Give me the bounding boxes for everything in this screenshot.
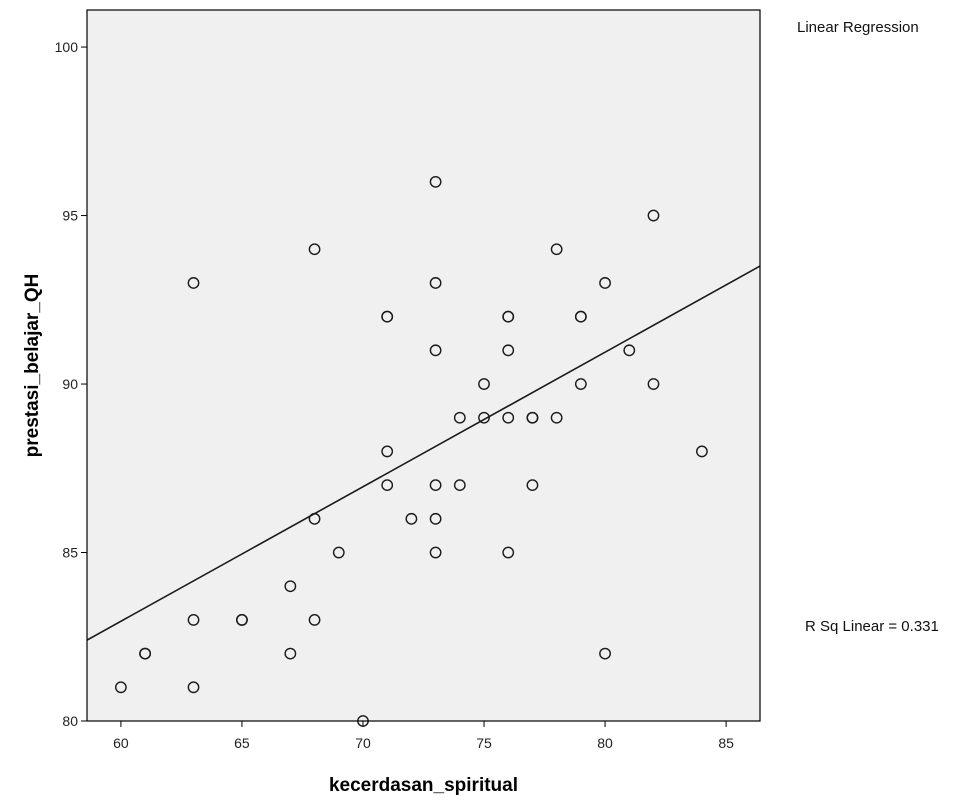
fit-method-label: Linear Regression	[797, 19, 919, 36]
data-point	[284, 580, 297, 593]
data-point	[574, 310, 587, 323]
data-point	[502, 411, 515, 424]
x-tick-label: 60	[113, 735, 129, 751]
x-axis-title: kecerdasan_spiritual	[329, 775, 518, 796]
data-point	[695, 445, 708, 458]
data-point	[599, 277, 611, 289]
data-point	[478, 411, 490, 424]
data-point	[647, 378, 660, 390]
data-point	[453, 479, 466, 492]
y-tick-label: 80	[62, 713, 78, 729]
data-point	[502, 310, 515, 323]
data-point	[284, 647, 297, 660]
data-point	[429, 512, 442, 525]
axis-ticks: 60 65 70 75 80 85 80 85 90 95 100	[55, 39, 734, 751]
data-point	[526, 411, 539, 424]
y-tick-label: 100	[55, 39, 79, 55]
data-point	[526, 479, 539, 492]
data-point	[429, 479, 442, 492]
data-point	[623, 344, 636, 357]
data-point	[332, 546, 345, 559]
data-point	[139, 647, 152, 660]
plot-area	[87, 10, 760, 721]
x-tick-label: 85	[718, 735, 734, 751]
data-point	[429, 344, 442, 357]
data-point	[453, 411, 466, 424]
data-point	[502, 546, 515, 559]
data-point	[187, 681, 200, 694]
x-tick-label: 70	[355, 735, 371, 751]
data-point	[599, 647, 611, 660]
r-squared-label: R Sq Linear = 0.331	[805, 618, 939, 635]
data-point	[187, 277, 200, 289]
data-point	[429, 175, 442, 188]
data-point	[308, 614, 321, 626]
data-point	[429, 277, 442, 289]
x-tick-label: 80	[597, 735, 613, 751]
data-point	[429, 546, 442, 559]
data-point	[187, 614, 200, 626]
data-point	[405, 512, 418, 525]
data-point	[381, 479, 394, 492]
data-point	[381, 445, 394, 458]
data-point	[236, 614, 248, 626]
y-tick-label: 90	[62, 376, 78, 392]
data-point	[647, 209, 660, 222]
regression-line	[86, 265, 761, 641]
y-tick-label: 95	[62, 208, 78, 224]
data-point	[550, 243, 563, 256]
x-tick-label: 75	[476, 735, 492, 751]
y-axis-title: prestasi_belajar_QH	[22, 274, 43, 458]
y-tick-label: 85	[62, 545, 78, 561]
data-point	[550, 411, 563, 424]
x-tick-label: 65	[234, 735, 250, 751]
data-point	[114, 681, 127, 694]
data-point	[381, 310, 394, 323]
data-point	[478, 378, 490, 390]
plot-frame	[86, 9, 761, 722]
data-point	[502, 344, 515, 357]
data-point	[574, 378, 587, 390]
data-point	[308, 243, 321, 256]
